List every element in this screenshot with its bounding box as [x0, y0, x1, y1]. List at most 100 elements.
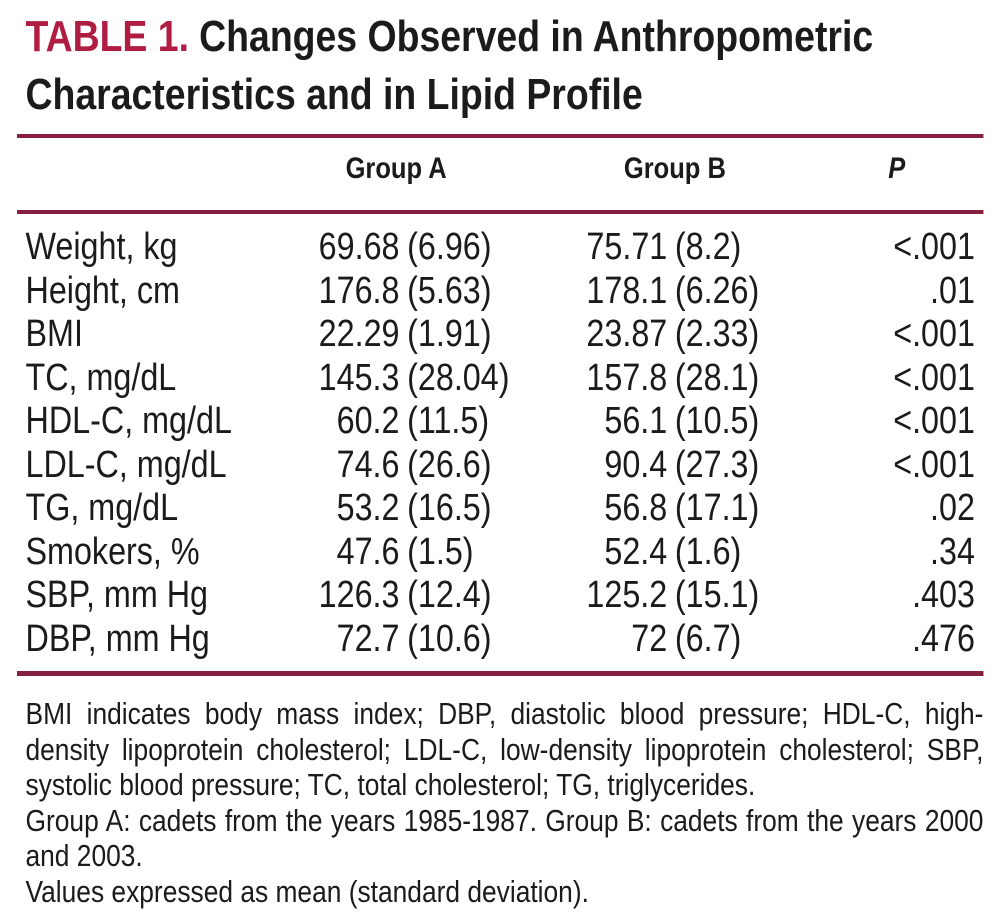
group-a-cell: 22.29 (1.91) [281, 313, 536, 357]
p-value-cell: <.001 [893, 313, 975, 355]
row-label: TC, mg/dL [25, 356, 177, 399]
group-b-sd: (10.5) [674, 400, 760, 442]
p-value-cell: .02 [930, 487, 975, 529]
group-a-cell: 176.8 (5.63) [281, 270, 536, 314]
row-label: TG, mg/dL [25, 487, 179, 529]
footnote-paragraph: BMI indicates body mass index; DBP, dias… [25, 696, 984, 802]
group-a-cell: 145.3 (28.04) [281, 357, 536, 401]
group-b-cell: 56.1 (10.5) [536, 400, 791, 444]
table-row: Weight, kg 69.68 (6.96) 75.71 (8.2) <.001 [26, 226, 1004, 270]
table-body: Weight, kg 69.68 (6.96) 75.71 (8.2) <.001 Heig… [0, 214, 1004, 671]
group-b-sd: (2.33) [674, 313, 760, 355]
table-row: Smokers, % 47.6 (1.5) 52.4 (1.6) .34 [26, 531, 1004, 575]
table-title: TABLE 1. Changes Observed in Anthropometr… [26, 8, 982, 124]
group-a-mean: 126.3 [318, 574, 400, 616]
group-b-mean: 72 [631, 617, 668, 660]
group-b-sd: (28.1) [674, 356, 760, 399]
p-value-cell: <.001 [893, 400, 975, 442]
group-a-cell: 72.7 (10.6) [281, 618, 536, 662]
group-a-cell: 53.2 (16.5) [281, 487, 536, 531]
group-b-cell: 90.4 (27.3) [536, 444, 791, 488]
footnote-paragraph: Values expressed as mean (standard devia… [25, 873, 589, 909]
group-a-sd: (16.5) [407, 487, 492, 529]
group-a-mean: 145.3 [318, 356, 400, 399]
group-b-mean: 157.8 [586, 356, 668, 399]
table-figure: TABLE 1. Changes Observed in Anthropometr… [0, 8, 1004, 909]
col-header-group-b: Group B [623, 152, 726, 185]
group-a-sd: (12.4) [407, 574, 492, 616]
group-a-mean: 60.2 [336, 400, 400, 442]
group-a-cell: 47.6 (1.5) [281, 531, 536, 575]
group-b-sd: (27.3) [674, 443, 760, 486]
row-label: BMI [25, 313, 83, 355]
table-row: SBP, mm Hg 126.3 (12.4) 125.2 (15.1) .403 [26, 574, 1004, 618]
table-number-label: TABLE 1. [25, 12, 189, 61]
group-b-mean: 23.87 [586, 313, 668, 355]
group-b-cell: 72 (6.7) [536, 618, 791, 662]
group-b-mean: 75.71 [586, 226, 668, 268]
group-b-cell: 75.71 (8.2) [536, 226, 791, 270]
table-row: LDL-C, mg/dL 74.6 (26.6) 90.4 (27.3) <.001 [26, 444, 1004, 488]
table-title-line-1: Changes Observed in Anthropometric [199, 12, 874, 61]
group-b-sd: (6.7) [674, 617, 742, 660]
group-a-sd: (5.63) [407, 269, 492, 312]
group-a-cell: 69.68 (6.96) [281, 226, 536, 270]
group-a-mean: 47.6 [336, 530, 400, 573]
group-a-cell: 126.3 (12.4) [281, 574, 536, 618]
group-b-mean: 56.8 [604, 487, 668, 529]
bottom-rule [17, 671, 984, 676]
group-a-mean: 22.29 [318, 313, 400, 355]
group-b-mean: 125.2 [586, 574, 668, 616]
group-a-mean: 53.2 [336, 487, 400, 529]
col-header-p-value: P [888, 152, 906, 185]
group-b-sd: (17.1) [674, 487, 760, 529]
table-row: HDL-C, mg/dL 60.2 (11.5) 56.1 (10.5) <.001 [26, 400, 1004, 444]
p-value-cell: .403 [912, 574, 975, 616]
group-b-cell: 157.8 (28.1) [536, 357, 791, 401]
table-row: Height, cm 176.8 (5.63) 178.1 (6.26) .01 [26, 270, 1004, 314]
p-value-cell: <.001 [893, 356, 975, 399]
p-value-cell: .01 [930, 269, 975, 312]
row-label: Weight, kg [25, 226, 178, 268]
p-value-cell: <.001 [893, 226, 975, 268]
table-title-line-2: Characteristics and in Lipid Profile [25, 70, 643, 119]
group-b-sd: (6.26) [674, 269, 760, 312]
table-row: DBP, mm Hg 72.7 (10.6) 72 (6.7) .476 [26, 618, 1004, 662]
group-b-cell: 56.8 (17.1) [536, 487, 791, 531]
group-b-sd: (15.1) [674, 574, 760, 616]
table-row: TC, mg/dL 145.3 (28.04) 157.8 (28.1) <.001 [26, 357, 1004, 401]
group-b-mean: 56.1 [604, 400, 668, 442]
group-a-mean: 69.68 [318, 226, 400, 268]
table-row: TG, mg/dL 53.2 (16.5) 56.8 (17.1) .02 [26, 487, 1004, 531]
footnote-paragraph: Group A: cadets from the years 1985-1987… [25, 802, 984, 874]
group-a-sd: (6.96) [407, 226, 492, 268]
p-value-cell: .476 [912, 617, 975, 660]
row-label: LDL-C, mg/dL [25, 443, 227, 486]
row-label: HDL-C, mg/dL [25, 400, 232, 442]
group-a-mean: 74.6 [336, 443, 400, 486]
column-header-row: Group A Group B P [0, 138, 1004, 210]
group-a-sd: (10.6) [407, 617, 492, 660]
group-b-cell: 125.2 (15.1) [536, 574, 791, 618]
group-b-cell: 23.87 (2.33) [536, 313, 791, 357]
group-a-sd: (11.5) [407, 400, 490, 442]
group-b-cell: 52.4 (1.6) [536, 531, 791, 575]
group-b-cell: 178.1 (6.26) [536, 270, 791, 314]
group-a-cell: 74.6 (26.6) [281, 444, 536, 488]
table-row: BMI 22.29 (1.91) 23.87 (2.33) <.001 [26, 313, 1004, 357]
group-a-sd: (26.6) [407, 443, 492, 486]
group-a-sd: (1.91) [407, 313, 492, 355]
p-value-cell: .34 [930, 530, 975, 573]
row-label: DBP, mm Hg [25, 617, 210, 660]
group-b-mean: 178.1 [586, 269, 668, 312]
group-b-sd: (1.6) [674, 530, 742, 573]
group-a-mean: 176.8 [318, 269, 400, 312]
group-b-mean: 90.4 [604, 443, 668, 486]
row-label: Smokers, % [25, 530, 200, 573]
top-rule [17, 134, 984, 138]
group-b-sd: (8.2) [674, 226, 742, 268]
group-b-mean: 52.4 [604, 530, 668, 573]
table-footnotes: BMI indicates body mass index; DBP, dias… [26, 696, 984, 909]
p-value-cell: <.001 [893, 443, 975, 486]
header-rule [17, 210, 984, 214]
